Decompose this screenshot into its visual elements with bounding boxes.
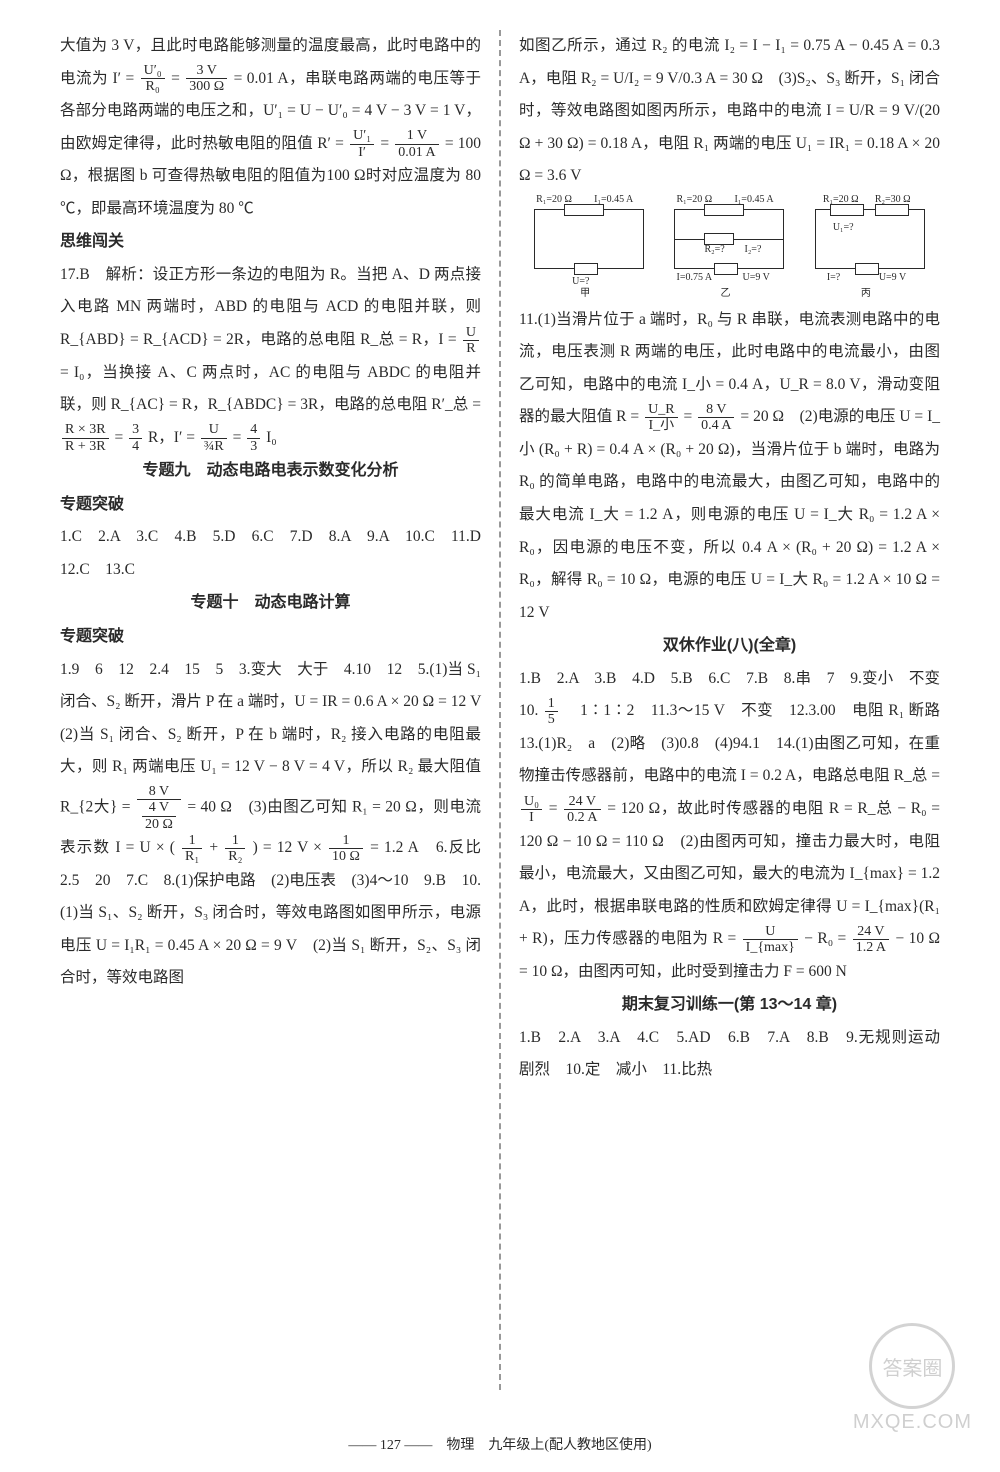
- fraction: U¾R: [201, 422, 227, 454]
- nested-fraction: 8 V 4 V20 Ω: [137, 784, 181, 832]
- text: = 1.2 A 6.反比 2.5 20 7.C 8.(1)保护电路 (2)电压表…: [60, 839, 497, 986]
- fraction: U′₀R₀: [141, 63, 165, 95]
- text: 1∶1∶2 11.3～15 V 不变 12.3.00 电阻 R₁ 断路 13.(…: [519, 702, 956, 784]
- text: =: [114, 429, 127, 446]
- text: I₀: [266, 429, 277, 446]
- text: =: [683, 408, 696, 425]
- fraction: 24 V0.2 A: [564, 794, 600, 826]
- fraction: 8 V0.4 A: [698, 402, 734, 434]
- text: +: [209, 839, 223, 856]
- page-columns: 大值为 3 V，且此时电路能够测量的温度最高，此时电路中的电流为 I′ = U′…: [0, 0, 1000, 1400]
- column-divider: [499, 30, 501, 1390]
- text: =: [549, 800, 562, 817]
- heading-siwei: 思维闯关: [60, 225, 481, 259]
- text: − R₀ =: [804, 930, 850, 947]
- fraction: U′₁I′: [350, 128, 374, 160]
- page-footer: —— 127 —— 物理 九年级上(配人教地区使用): [0, 1434, 1000, 1454]
- heading-zttp2: 专题突破: [60, 620, 481, 654]
- fraction: R × 3RR + 3R: [62, 422, 109, 454]
- text: =: [171, 70, 184, 87]
- shuangxiu-8-title: 双休作业(八)(全章): [519, 629, 940, 663]
- fraction: UR: [463, 325, 479, 357]
- text: =: [233, 429, 246, 446]
- watermark-url: MXQE.COM: [853, 1411, 972, 1434]
- fraction: UI_{max}: [743, 924, 798, 956]
- fraction: 43: [247, 422, 260, 454]
- fraction: 3 V300 Ω: [186, 63, 227, 95]
- text: = I₀，当换接 A、C 两点时，AC 的电阻与 ABDC 的电阻并联，则 R_…: [60, 364, 481, 414]
- text: R，I′ =: [148, 429, 199, 446]
- circuit-yi: R₁=20 Ω I₁=0.45 A R₂=? I₂=? I=0.75 A U=9…: [664, 201, 794, 296]
- topic-10-title: 专题十 动态电路计算: [60, 586, 481, 620]
- text: = 20 Ω (2)电源的电压 U = I_小 (R₀ + R) = 0.4 A…: [519, 408, 940, 620]
- right-column: 如图乙所示，通过 R₂ 的电流 I₂ = I − I₁ = 0.75 A − 0…: [509, 30, 950, 1390]
- text: 如图乙所示，通过 R₂ 的电流 I₂ = I − I₁ = 0.75 A − 0…: [519, 30, 940, 193]
- circuit-diagrams: R₁=20 Ω I₁=0.45 A U=? 甲 R₁=20 Ω I₁=0.45 …: [519, 201, 940, 296]
- fraction: U₀I: [521, 794, 542, 826]
- topic-9-title: 专题九 动态电路电表示数变化分析: [60, 454, 481, 488]
- text: 1.B 2.A 3.A 4.C 5.AD 6.B 7.A 8.B 9.无规则运动…: [519, 1022, 940, 1087]
- heading-zttp1: 专题突破: [60, 488, 481, 522]
- fraction: 24 V1.2 A: [853, 924, 889, 956]
- fraction: 15: [545, 696, 558, 728]
- fraction: 1R₂: [225, 833, 245, 865]
- circuit-jia: R₁=20 Ω I₁=0.45 A U=? 甲: [524, 201, 654, 296]
- fraction: 34: [129, 422, 142, 454]
- watermark: 答案圈 MXQE.COM: [853, 1323, 972, 1434]
- text: 1.9 6 12 2.4 15 5 3.变大 大于 4.10 12 5.(1)当…: [60, 661, 497, 816]
- fraction: 110 Ω: [329, 833, 363, 865]
- fraction: 1R₁: [182, 833, 202, 865]
- num: 8 V: [137, 784, 181, 800]
- circuit-bing: R₁=20 Ω R₂=30 Ω U₁=? I=? U=9 V 丙: [805, 201, 935, 296]
- qimo-title: 期末复习训练一(第 13～14 章): [519, 988, 940, 1022]
- watermark-ring-icon: 答案圈: [869, 1323, 955, 1409]
- den: 4 V20 Ω: [137, 800, 181, 832]
- fraction: U_RI_小: [645, 402, 677, 434]
- left-column: 大值为 3 V，且此时电路能够测量的温度最高，此时电路中的电流为 I′ = U′…: [50, 30, 491, 1390]
- text: =: [380, 135, 393, 152]
- text: 17.B 解析：设正方形一条边的电阻为 R。当把 A、D 两点接入电路 MN 两…: [60, 266, 481, 348]
- fraction: 1 V0.01 A: [395, 128, 438, 160]
- answers-9: 1.C 2.A 3.C 4.B 5.D 6.C 7.D 8.A 9.A 10.C…: [60, 521, 481, 586]
- text: ) = 12 V ×: [253, 839, 327, 856]
